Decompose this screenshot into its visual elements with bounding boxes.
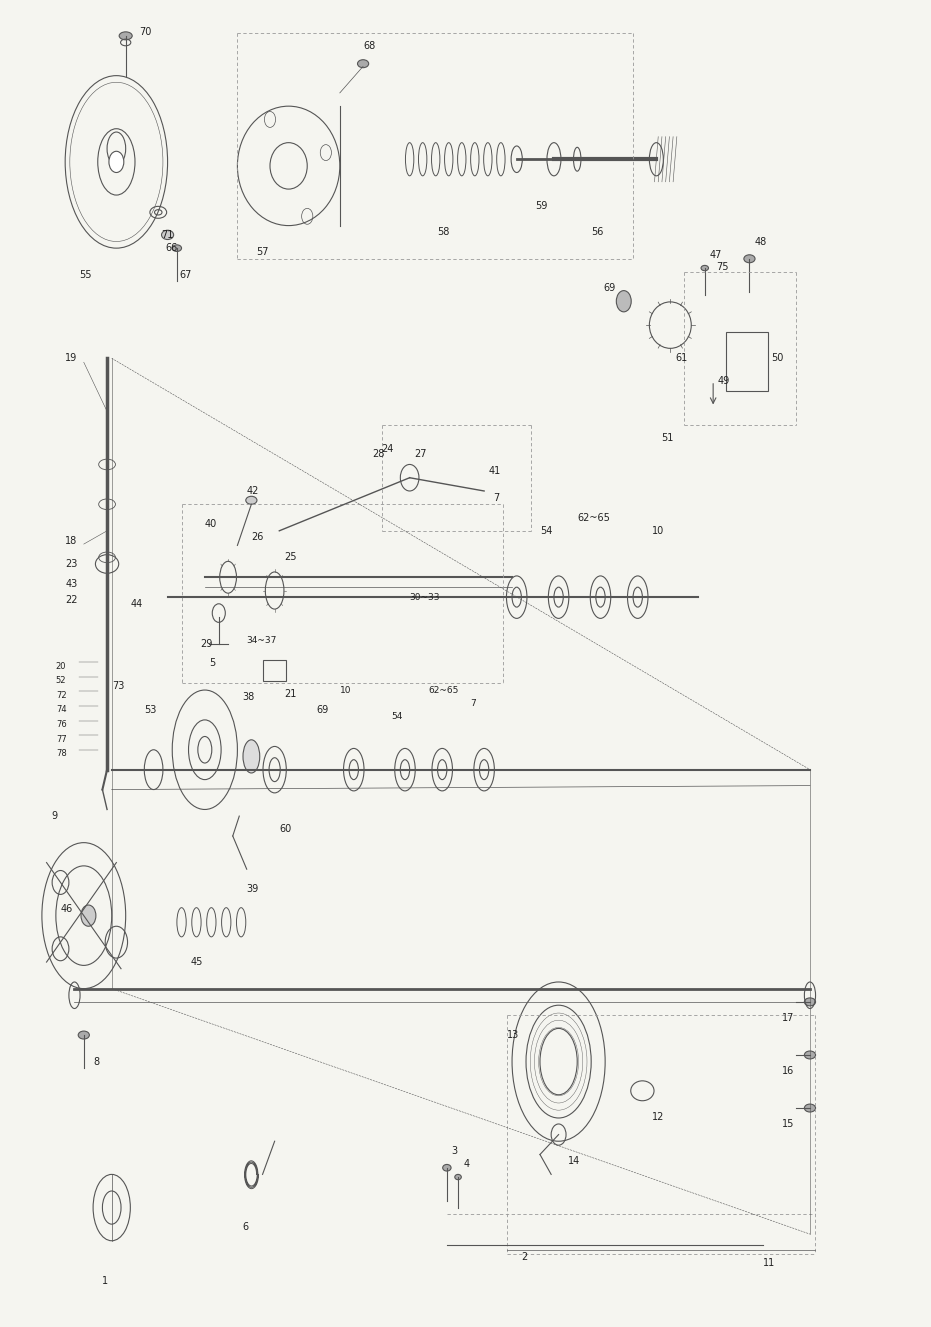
Text: 22: 22 xyxy=(65,594,77,605)
Text: 24: 24 xyxy=(382,443,394,454)
Text: 48: 48 xyxy=(754,236,766,247)
Circle shape xyxy=(616,291,631,312)
Circle shape xyxy=(109,151,124,173)
Text: 67: 67 xyxy=(180,269,192,280)
Text: 12: 12 xyxy=(652,1112,664,1123)
Text: 62~65: 62~65 xyxy=(577,512,610,523)
Ellipse shape xyxy=(246,496,257,504)
Ellipse shape xyxy=(804,1104,816,1112)
Text: 66: 66 xyxy=(166,243,178,253)
Text: 68: 68 xyxy=(363,41,375,52)
Text: 42: 42 xyxy=(247,486,259,496)
Text: 16: 16 xyxy=(782,1066,794,1076)
Text: 53: 53 xyxy=(144,705,156,715)
Ellipse shape xyxy=(804,1051,816,1059)
Text: 38: 38 xyxy=(242,691,254,702)
Ellipse shape xyxy=(119,32,132,40)
Text: 51: 51 xyxy=(661,433,673,443)
Text: 14: 14 xyxy=(568,1156,580,1166)
Text: 17: 17 xyxy=(782,1013,794,1023)
Text: 3: 3 xyxy=(452,1145,458,1156)
Text: 5: 5 xyxy=(209,658,216,669)
Text: 70: 70 xyxy=(140,27,152,37)
Ellipse shape xyxy=(172,244,182,252)
Text: 8: 8 xyxy=(93,1056,100,1067)
Text: 57: 57 xyxy=(256,247,268,257)
Text: 55: 55 xyxy=(79,269,91,280)
Text: 26: 26 xyxy=(251,532,263,543)
Text: 74: 74 xyxy=(56,706,66,714)
Text: 1: 1 xyxy=(102,1275,109,1286)
Text: 6: 6 xyxy=(242,1222,249,1233)
Text: 44: 44 xyxy=(130,598,142,609)
Text: 49: 49 xyxy=(718,376,730,386)
Text: 41: 41 xyxy=(489,466,501,476)
Text: 10: 10 xyxy=(340,686,351,694)
Ellipse shape xyxy=(804,998,816,1006)
Ellipse shape xyxy=(161,231,173,240)
Text: 30~33: 30~33 xyxy=(410,593,440,601)
Text: 61: 61 xyxy=(675,353,687,364)
Text: 7: 7 xyxy=(493,492,500,503)
Text: 9: 9 xyxy=(51,811,58,821)
Text: 21: 21 xyxy=(284,689,296,699)
Text: 69: 69 xyxy=(317,705,329,715)
Text: 23: 23 xyxy=(65,559,77,569)
Text: 11: 11 xyxy=(763,1258,776,1269)
Text: 40: 40 xyxy=(205,519,217,529)
Ellipse shape xyxy=(243,740,260,772)
Ellipse shape xyxy=(78,1031,89,1039)
Text: 52: 52 xyxy=(56,677,66,685)
Text: 4: 4 xyxy=(464,1158,470,1169)
Text: 62~65: 62~65 xyxy=(428,686,459,694)
Ellipse shape xyxy=(744,255,755,263)
Ellipse shape xyxy=(454,1174,462,1180)
Text: 72: 72 xyxy=(56,691,66,699)
Text: 54: 54 xyxy=(540,525,552,536)
Ellipse shape xyxy=(358,60,369,68)
Text: 75: 75 xyxy=(716,261,728,272)
Text: 50: 50 xyxy=(771,353,783,364)
Text: 56: 56 xyxy=(591,227,603,238)
Text: 76: 76 xyxy=(56,721,67,729)
Text: 45: 45 xyxy=(191,957,203,967)
Text: 39: 39 xyxy=(247,884,259,894)
Text: 29: 29 xyxy=(200,638,212,649)
Text: 15: 15 xyxy=(782,1119,794,1129)
Text: 18: 18 xyxy=(65,536,77,547)
Text: 43: 43 xyxy=(65,579,77,589)
Ellipse shape xyxy=(443,1165,452,1172)
Text: 10: 10 xyxy=(652,525,664,536)
Text: 60: 60 xyxy=(279,824,291,835)
Text: 77: 77 xyxy=(56,735,67,743)
Text: 19: 19 xyxy=(65,353,77,364)
Text: 54: 54 xyxy=(391,713,402,721)
Text: 34~37: 34~37 xyxy=(247,637,277,645)
Text: 71: 71 xyxy=(161,230,173,240)
Text: 46: 46 xyxy=(61,904,73,914)
Bar xyxy=(263,660,286,681)
Text: 2: 2 xyxy=(521,1251,528,1262)
Text: 73: 73 xyxy=(112,681,124,691)
Text: 25: 25 xyxy=(284,552,296,563)
Text: 20: 20 xyxy=(56,662,66,670)
Text: 28: 28 xyxy=(372,449,385,459)
Text: 13: 13 xyxy=(507,1030,519,1040)
Text: 7: 7 xyxy=(470,699,476,707)
Ellipse shape xyxy=(701,265,708,271)
Text: 58: 58 xyxy=(438,227,450,238)
Text: 27: 27 xyxy=(414,449,426,459)
Text: 69: 69 xyxy=(603,283,615,293)
Text: 78: 78 xyxy=(56,750,67,758)
Circle shape xyxy=(81,905,96,926)
Text: 47: 47 xyxy=(709,249,722,260)
Text: 59: 59 xyxy=(535,200,547,211)
